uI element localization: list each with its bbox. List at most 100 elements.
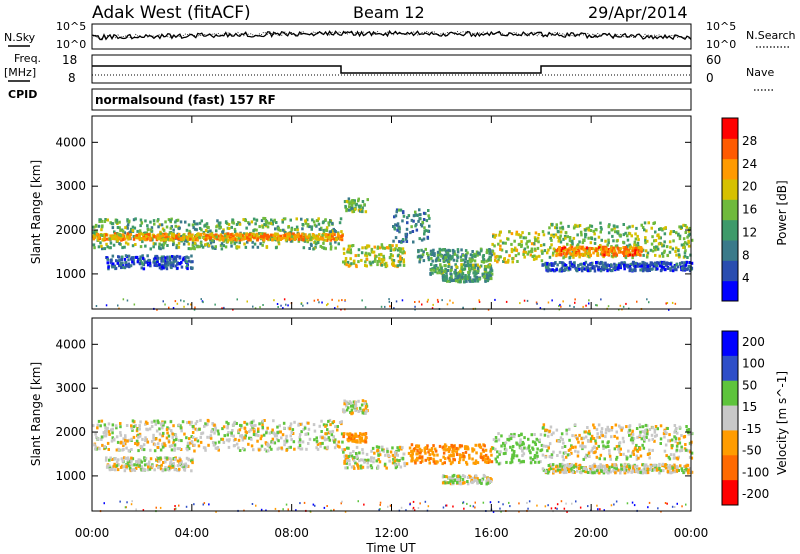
heat-cell — [159, 230, 162, 234]
heat-cell — [347, 406, 350, 410]
heat-cell — [343, 461, 346, 465]
heat-cell — [542, 233, 546, 237]
heat-cell — [347, 433, 350, 436]
heat-cell — [290, 438, 293, 442]
heat-cell — [526, 252, 529, 256]
heat-cell — [629, 245, 632, 249]
heat-cell — [123, 266, 127, 270]
heat-cell — [660, 262, 664, 266]
heat-cell — [561, 261, 564, 265]
heat-cell — [615, 457, 618, 461]
heat-cell — [143, 459, 146, 463]
heat-cell — [103, 247, 107, 251]
heat-cell — [132, 259, 135, 263]
heat-cell — [328, 230, 332, 234]
heat-cell — [137, 433, 140, 437]
heat-cell — [213, 236, 217, 240]
heat-cell — [385, 466, 388, 470]
y-tick-label: 4000 — [55, 135, 86, 149]
heat-cell — [257, 427, 260, 431]
heat-cell — [345, 400, 348, 404]
heat-cell — [352, 459, 356, 463]
heat-cell — [174, 457, 177, 461]
heat-cell — [511, 448, 514, 452]
heat-cell — [218, 225, 222, 229]
heat-cell — [434, 449, 438, 453]
heat-cell — [496, 455, 499, 459]
heat-cell — [131, 419, 135, 423]
heat-cell — [323, 438, 327, 442]
heat-cell — [521, 454, 524, 458]
heat-cell — [478, 265, 481, 269]
heat-cell — [209, 434, 213, 438]
heat-cell — [158, 427, 161, 431]
heat-cell — [612, 239, 615, 243]
heat-cell — [298, 438, 302, 442]
heat-cell — [602, 245, 605, 249]
heat-cell — [348, 400, 352, 404]
heat-cell — [104, 429, 107, 433]
heat-cell — [628, 253, 632, 257]
heat-cell — [610, 249, 614, 253]
heat-cell — [168, 444, 172, 448]
heat-cell — [181, 258, 185, 262]
heat-cell — [179, 235, 183, 238]
heat-cell — [160, 463, 163, 467]
clutter-cell — [283, 298, 286, 301]
heat-cell — [346, 248, 350, 252]
heat-cell — [415, 444, 419, 448]
heat-cell — [433, 254, 436, 257]
heat-cell — [106, 426, 109, 430]
heat-cell — [396, 228, 399, 232]
heat-cell — [288, 427, 292, 431]
heat-cell — [243, 448, 246, 452]
heat-cell — [302, 428, 305, 431]
heat-cell — [587, 226, 591, 230]
heat-cell — [614, 251, 617, 255]
heat-cell — [394, 247, 397, 251]
heat-cell — [158, 223, 162, 227]
heat-cell — [293, 238, 297, 241]
heat-cell — [117, 458, 120, 462]
heat-cell — [467, 270, 470, 274]
heat-cell — [296, 228, 299, 232]
heat-cell — [98, 220, 101, 223]
heat-cell — [300, 430, 303, 434]
heat-cell — [275, 433, 278, 437]
heat-cell — [192, 435, 195, 439]
heat-cell — [685, 428, 689, 432]
heat-cell — [200, 232, 203, 236]
heat-cell — [654, 253, 657, 257]
heat-cell — [417, 254, 421, 258]
heat-cell — [633, 447, 637, 451]
heat-cell — [241, 438, 245, 442]
heat-cell — [292, 440, 296, 444]
heat-cell — [568, 256, 571, 260]
heat-cell — [177, 232, 181, 236]
heat-cell — [684, 241, 687, 245]
heat-cell — [643, 228, 646, 232]
heat-cell — [427, 450, 430, 454]
heat-cell — [600, 227, 603, 231]
heat-cell — [619, 250, 622, 254]
heat-cell — [409, 231, 412, 235]
heat-cell — [119, 465, 123, 469]
heat-cell — [553, 269, 557, 273]
heat-cell — [466, 275, 469, 279]
clutter-cell — [172, 307, 175, 309]
heat-cell — [243, 242, 246, 246]
heat-cell — [395, 458, 398, 462]
clutter-cell — [183, 305, 185, 308]
heat-cell — [614, 244, 618, 248]
heat-cell — [565, 432, 569, 436]
heat-cell — [304, 221, 308, 225]
heat-cell — [345, 461, 348, 465]
heat-cell — [602, 264, 605, 268]
heat-cell — [213, 431, 216, 435]
heat-cell — [623, 263, 626, 267]
heat-cell — [666, 427, 669, 430]
heat-cell — [240, 425, 243, 429]
heat-cell — [486, 265, 489, 269]
heat-cell — [594, 441, 598, 445]
heat-cell — [268, 221, 271, 225]
